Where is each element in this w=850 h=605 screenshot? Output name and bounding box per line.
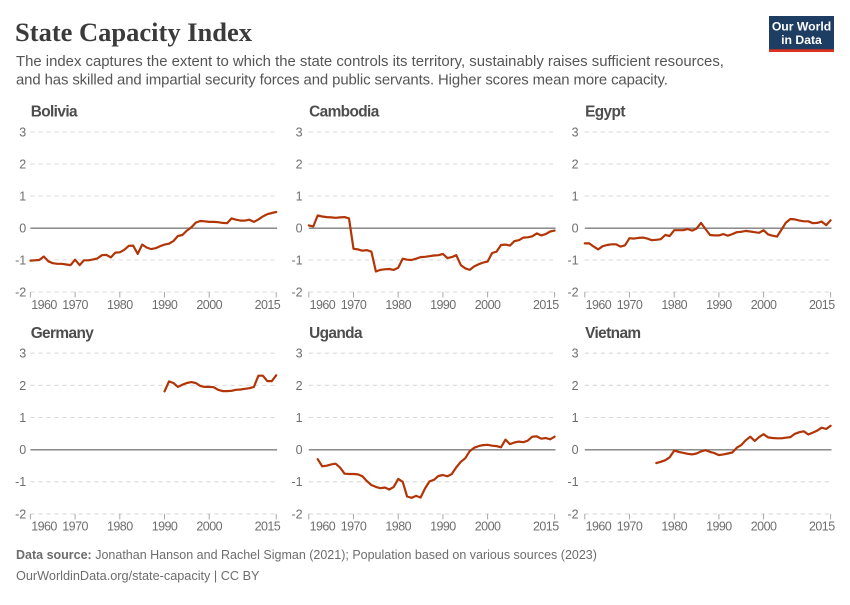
svg-text:3: 3 [19,347,26,361]
svg-text:0: 0 [572,222,579,236]
svg-text:1980: 1980 [385,519,411,533]
svg-text:-1: -1 [291,475,302,489]
svg-text:Data source: Jonathan Hanson a: Data source: Jonathan Hanson and Rachel … [16,548,597,562]
svg-text:1960: 1960 [310,298,336,312]
svg-text:Bolivia: Bolivia [31,104,78,121]
svg-text:2015: 2015 [255,519,281,533]
svg-text:1990: 1990 [430,519,456,533]
svg-text:1: 1 [19,411,26,425]
svg-text:2000: 2000 [475,298,501,312]
svg-text:1970: 1970 [617,519,643,533]
svg-text:-2: -2 [291,286,302,300]
svg-text:1960: 1960 [586,519,612,533]
svg-text:2015: 2015 [533,298,559,312]
svg-text:-1: -1 [567,254,578,268]
svg-text:2: 2 [296,158,303,172]
svg-text:1980: 1980 [661,298,687,312]
svg-text:1960: 1960 [31,519,57,533]
svg-text:Vietnam: Vietnam [585,325,640,342]
svg-text:3: 3 [296,126,303,140]
svg-text:1: 1 [296,190,303,204]
svg-text:1970: 1970 [341,519,367,533]
svg-text:-2: -2 [15,507,26,521]
svg-text:1990: 1990 [152,298,178,312]
svg-text:1: 1 [572,411,579,425]
svg-text:1980: 1980 [385,298,411,312]
svg-text:Our World: Our World [772,20,831,34]
svg-text:0: 0 [19,443,26,457]
svg-text:-2: -2 [15,286,26,300]
svg-text:1: 1 [572,190,579,204]
svg-text:-2: -2 [567,507,578,521]
svg-text:3: 3 [296,347,303,361]
svg-text:Egypt: Egypt [585,104,625,121]
svg-text:1960: 1960 [310,519,336,533]
svg-text:2: 2 [19,158,26,172]
svg-text:Cambodia: Cambodia [309,104,380,121]
svg-text:1: 1 [19,190,26,204]
svg-text:Uganda: Uganda [309,325,363,342]
svg-text:OurWorldinData.org/state-capac: OurWorldinData.org/state-capacity | CC B… [16,569,260,583]
svg-text:3: 3 [572,126,579,140]
svg-text:-1: -1 [15,254,26,268]
svg-text:2015: 2015 [533,519,559,533]
svg-text:2000: 2000 [196,519,222,533]
svg-text:0: 0 [296,443,303,457]
svg-text:1970: 1970 [617,298,643,312]
svg-text:-1: -1 [567,475,578,489]
svg-text:-2: -2 [291,507,302,521]
svg-text:in Data: in Data [781,33,822,47]
svg-text:1990: 1990 [152,519,178,533]
svg-text:3: 3 [572,347,579,361]
svg-text:1980: 1980 [107,519,133,533]
svg-text:2000: 2000 [196,298,222,312]
svg-text:2015: 2015 [255,298,281,312]
svg-text:0: 0 [572,443,579,457]
svg-text:1980: 1980 [107,298,133,312]
svg-text:1990: 1990 [706,519,732,533]
svg-text:0: 0 [296,222,303,236]
svg-text:1970: 1970 [341,298,367,312]
svg-text:2000: 2000 [751,298,777,312]
svg-text:-2: -2 [567,286,578,300]
svg-text:1960: 1960 [31,298,57,312]
svg-text:2: 2 [572,158,579,172]
svg-text:2: 2 [296,379,303,393]
svg-text:2: 2 [572,379,579,393]
svg-text:1960: 1960 [586,298,612,312]
svg-text:Germany: Germany [31,325,95,342]
svg-text:2015: 2015 [809,298,835,312]
svg-text:1970: 1970 [62,519,88,533]
svg-text:-1: -1 [291,254,302,268]
svg-text:and has skilled and impartial: and has skilled and impartial security f… [16,73,668,89]
svg-text:2000: 2000 [751,519,777,533]
svg-text:State Capacity Index: State Capacity Index [15,17,253,47]
svg-text:-1: -1 [15,475,26,489]
svg-text:3: 3 [19,126,26,140]
svg-text:2015: 2015 [809,519,835,533]
svg-text:2000: 2000 [475,519,501,533]
svg-text:1990: 1990 [430,298,456,312]
svg-text:2: 2 [19,379,26,393]
svg-text:1990: 1990 [706,298,732,312]
svg-text:1970: 1970 [62,298,88,312]
svg-text:0: 0 [19,222,26,236]
svg-text:1980: 1980 [661,519,687,533]
svg-text:1: 1 [296,411,303,425]
svg-text:The index captures the extent: The index captures the extent to which t… [16,54,724,70]
